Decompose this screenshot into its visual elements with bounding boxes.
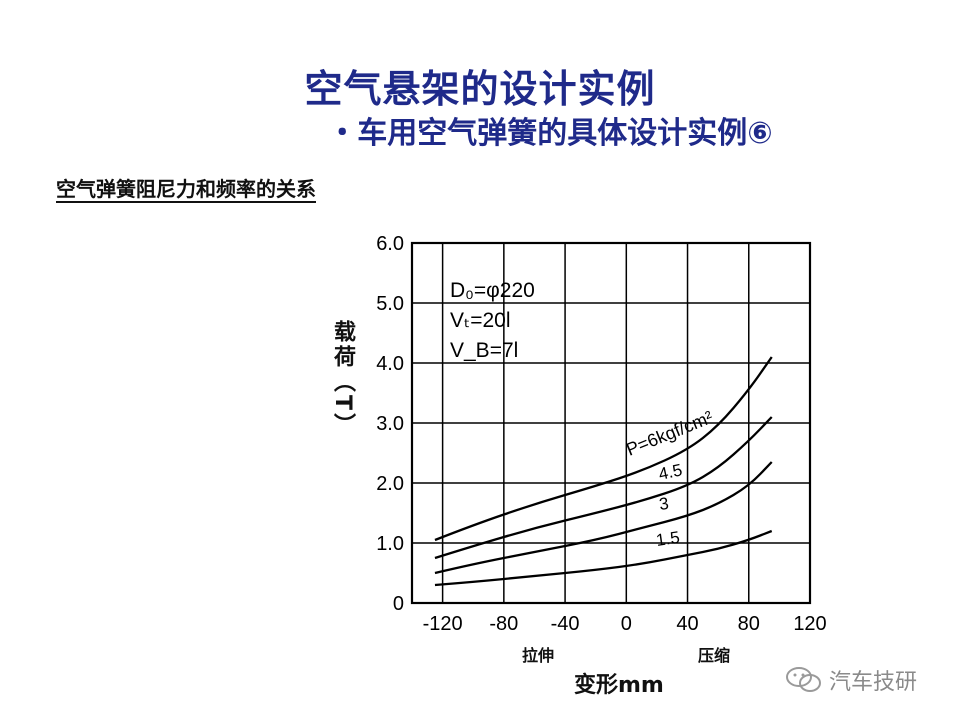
series-lines: [434, 356, 773, 587]
y-tick-label: 1.0: [376, 533, 404, 555]
x-tick-label: 0: [621, 613, 632, 635]
param-text: D₀=φ220: [450, 279, 535, 302]
x-tick-label: 40: [676, 613, 698, 635]
y-tick-label: 5.0: [376, 293, 404, 315]
series-label: 4.5: [657, 460, 684, 483]
y-axis-label: 载荷（T）: [330, 320, 355, 439]
series-line: [434, 356, 773, 542]
x-tick-label: 80: [738, 613, 760, 635]
watermark-text: 汽车技研: [829, 670, 918, 695]
watermark: 汽车技研: [785, 664, 917, 696]
series-line: [434, 461, 773, 575]
x-caption-tension: 拉伸: [522, 646, 555, 665]
x-tick-label: 120: [793, 613, 826, 635]
slide-title: 空气悬架的设计实例: [304, 67, 656, 111]
series-label: 1.5: [655, 528, 681, 550]
series-line: [434, 416, 773, 560]
x-tick-label: -80: [489, 613, 518, 635]
parameter-box: D₀=φ220 Vₜ=20l V_B=7l: [450, 279, 535, 362]
plot-frame: [410, 241, 812, 605]
tick-labels: 0 1.0 2.0 3.0 4.0 5.0 6.0 -120 -80 -40 0 40 80 120: [376, 233, 827, 635]
x-tick-label: -40: [551, 613, 580, 635]
param-text: Vₜ=20l: [450, 309, 511, 332]
wechat-icon: [786, 667, 821, 692]
y-tick-label: 0: [393, 593, 404, 615]
y-tick-label: 2.0: [376, 473, 404, 495]
series-line: [434, 529, 773, 587]
x-axis-label: 变形mm: [574, 673, 664, 698]
y-tick-label: 6.0: [376, 233, 404, 255]
y-tick-label: 3.0: [376, 413, 404, 435]
x-caption-compression: 压缩: [698, 646, 731, 665]
section-heading: 空气弹簧阻尼力和频率的关系: [56, 177, 316, 201]
series-label: P=6kgf/cm²: [623, 407, 715, 460]
param-text: V_B=7l: [450, 339, 518, 362]
y-tick-label: 4.0: [376, 353, 404, 375]
series-label: 3: [658, 494, 670, 514]
x-tick-label: -120: [423, 613, 463, 635]
slide-subtitle: ・车用空气弹簧的具体设计实例⑥: [327, 116, 773, 151]
grid: [410, 241, 812, 605]
